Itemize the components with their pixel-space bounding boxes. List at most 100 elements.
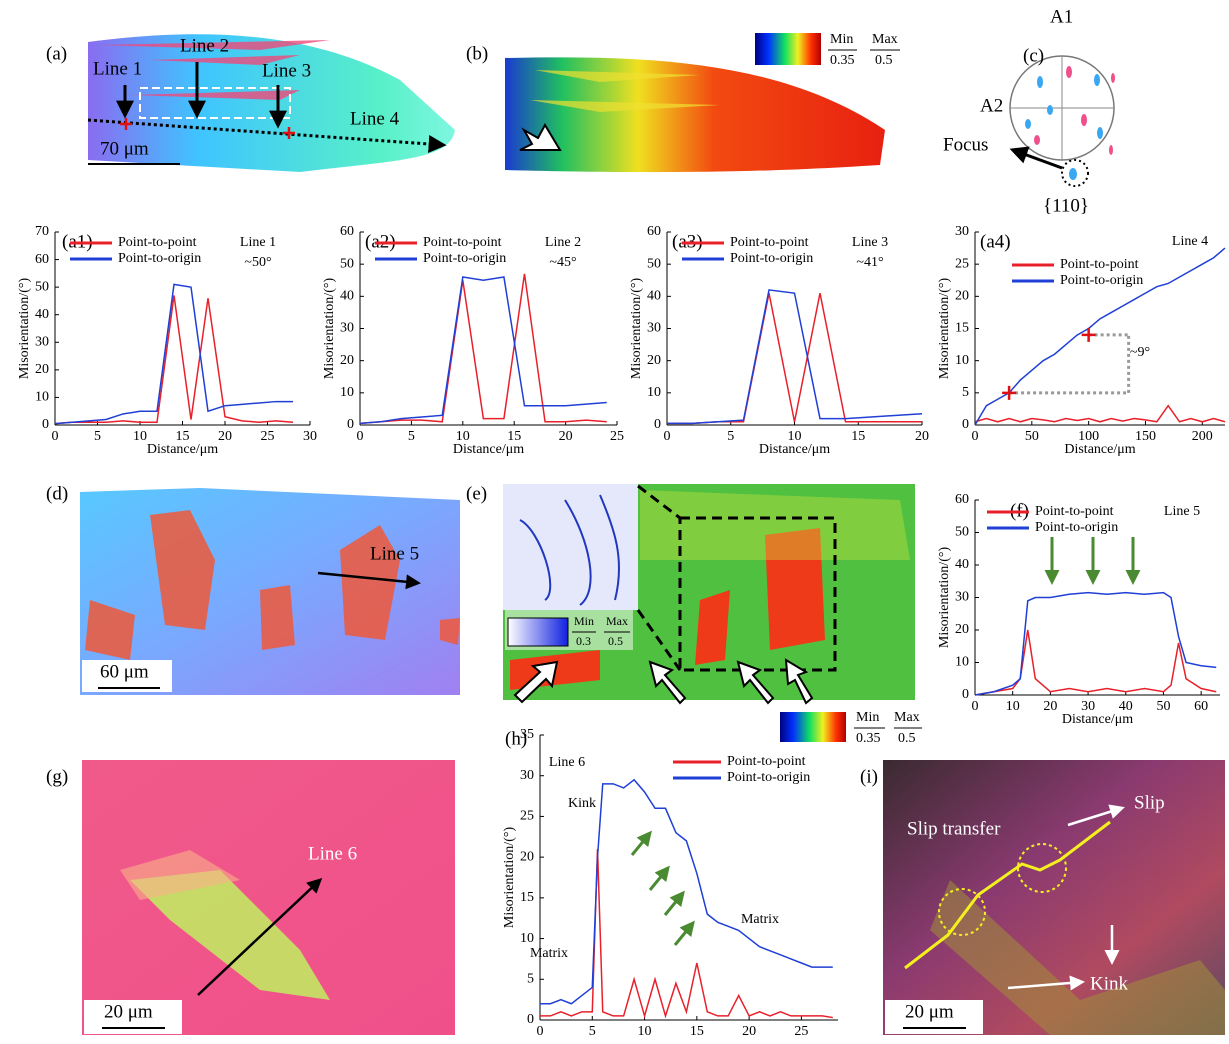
y-tick-label: 30: [340, 321, 354, 336]
scale-label: 20 μm: [104, 1001, 153, 1022]
series-line: [540, 780, 833, 1004]
series-line: [667, 293, 922, 423]
panel-label: (e): [466, 483, 487, 504]
x-tick-label: 0: [357, 429, 364, 444]
legend-label: Point-to-origin: [423, 251, 506, 266]
y-tick-label: 20: [520, 849, 534, 864]
y-axis-label: Misorientation/(°): [629, 278, 644, 380]
guide-arrow: [632, 833, 650, 855]
y-tick-label: 50: [35, 279, 49, 294]
legend-label: Point-to-point: [423, 235, 502, 250]
label: 0.5: [875, 53, 893, 68]
y-tick-label: 30: [955, 590, 969, 605]
y-tick-label: 30: [35, 335, 49, 350]
y-tick-label: 15: [955, 321, 969, 336]
panel-d: (d) Line 5 60 μm: [46, 483, 460, 695]
x-tick-label: 15: [851, 429, 865, 444]
x-tick-label: 150: [1135, 429, 1156, 444]
series-line: [975, 593, 1216, 695]
annotation: Kink: [568, 796, 596, 811]
panel-label: (c): [1023, 45, 1044, 66]
x-tick-label: 200: [1192, 429, 1213, 444]
annotation: Line 6: [549, 755, 585, 770]
legend-label: Point-to-origin: [1035, 520, 1118, 535]
y-tick-label: 0: [962, 417, 969, 432]
y-axis-label: Misorientation/(°): [937, 547, 952, 649]
y-tick-label: 20: [647, 353, 661, 368]
label: Kink: [1090, 973, 1129, 994]
annotation: ~50°: [244, 255, 271, 270]
y-tick-label: 10: [520, 931, 534, 946]
x-tick-label: 0: [537, 1024, 544, 1039]
legend-label: Point-to-origin: [730, 251, 813, 266]
y-axis-label: Misorientation/(°): [937, 278, 952, 380]
x-tick-label: 20: [218, 429, 232, 444]
y-tick-label: 10: [340, 385, 354, 400]
panel-i: (i) Slip Slip transfer Kink 20 μm: [860, 760, 1225, 1035]
y-tick-label: 10: [955, 655, 969, 670]
y-tick-label: 25: [520, 809, 534, 824]
x-tick-label: 50: [1156, 699, 1170, 714]
y-axis-label: Misorientation/(°): [322, 278, 337, 380]
panel-label: (g): [46, 766, 68, 787]
y-tick-label: 0: [962, 687, 969, 702]
marker: [1082, 328, 1096, 342]
label: Max: [872, 32, 898, 47]
legend-label: Point-to-origin: [727, 770, 810, 785]
y-tick-label: 20: [955, 622, 969, 637]
x-axis-label: Distance/μm: [1064, 442, 1135, 457]
label: Line 5: [370, 543, 419, 564]
label: Min: [830, 32, 853, 47]
label: Slip: [1134, 792, 1165, 813]
y-tick-label: 20: [340, 353, 354, 368]
y-tick-label: 40: [35, 307, 49, 322]
panel-b: (b) Min 0.35 Max 0.5: [466, 32, 900, 172]
label: {110}: [1043, 195, 1089, 216]
x-tick-label: 25: [261, 429, 275, 444]
label: Line 6: [308, 843, 357, 864]
x-axis-label: Distance/μm: [147, 442, 218, 457]
x-tick-label: 60: [1194, 699, 1208, 714]
x-tick-label: 0: [972, 429, 979, 444]
y-tick-label: 40: [955, 557, 969, 572]
annotation: Line 5: [1164, 504, 1200, 519]
x-tick-label: 30: [303, 429, 317, 444]
label: Focus: [943, 134, 988, 155]
y-tick-label: 0: [347, 417, 354, 432]
y-tick-label: 40: [647, 289, 661, 304]
x-tick-label: 25: [610, 429, 624, 444]
annotation: Matrix: [741, 912, 779, 927]
y-tick-label: 0: [42, 417, 49, 432]
label: Line 1: [93, 58, 142, 79]
panel-label: (h): [505, 728, 527, 749]
y-tick-label: 20: [35, 362, 49, 377]
label: Line 2: [180, 35, 229, 56]
y-tick-label: 20: [955, 289, 969, 304]
legend-label: Point-to-point: [727, 754, 806, 769]
label: 0.35: [856, 731, 881, 746]
colorbar: [755, 33, 821, 65]
panel-e: (e) Min 0.3 Max 0.5 Min 0.35 Max 0.5: [466, 483, 922, 746]
annotation: ~45°: [549, 255, 576, 270]
y-tick-label: 60: [35, 252, 49, 267]
x-tick-label: 20: [1043, 699, 1057, 714]
x-tick-label: 0: [52, 429, 59, 444]
x-tick-label: 5: [727, 429, 734, 444]
y-axis-label: Misorientation/(°): [502, 827, 517, 929]
label: 0.35: [830, 53, 855, 68]
x-tick-label: 20: [742, 1024, 756, 1039]
panel-c: (c) A1 A2 Focus {110}: [943, 6, 1115, 216]
y-tick-label: 15: [520, 890, 534, 905]
x-tick-label: 20: [915, 429, 929, 444]
label: Line 4: [350, 108, 400, 129]
y-tick-label: 30: [647, 321, 661, 336]
colorbar: [780, 712, 846, 742]
colorbar: [508, 618, 568, 646]
annotation: Line 4: [1172, 234, 1208, 249]
y-tick-label: 50: [647, 256, 661, 271]
scale-label: 60 μm: [100, 661, 149, 682]
x-tick-label: 10: [1006, 699, 1020, 714]
y-tick-label: 50: [955, 525, 969, 540]
y-tick-label: 70: [35, 224, 49, 239]
x-axis-label: Distance/μm: [453, 442, 524, 457]
